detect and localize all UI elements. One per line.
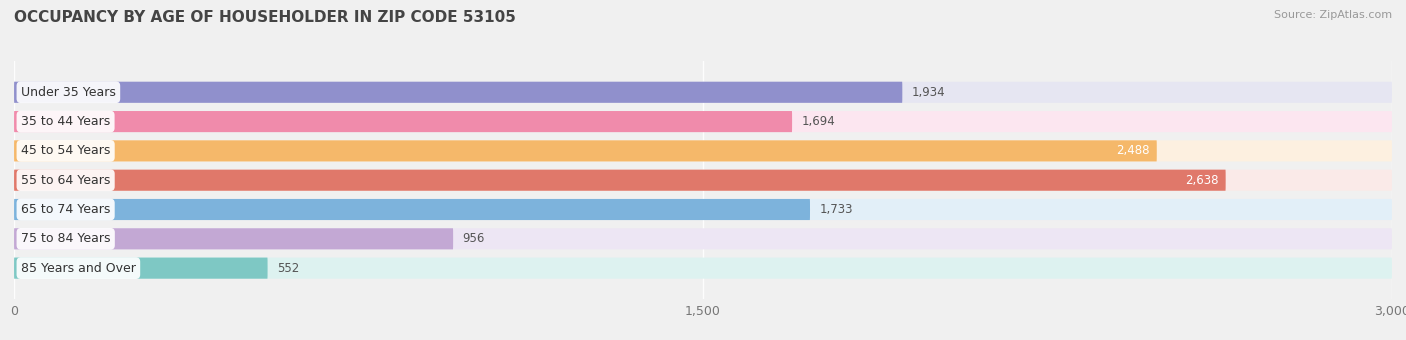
- FancyBboxPatch shape: [14, 140, 1157, 162]
- FancyBboxPatch shape: [14, 258, 1392, 279]
- FancyBboxPatch shape: [14, 111, 1392, 132]
- FancyBboxPatch shape: [14, 228, 1392, 249]
- Text: 55 to 64 Years: 55 to 64 Years: [21, 174, 110, 187]
- Text: 1,694: 1,694: [801, 115, 835, 128]
- FancyBboxPatch shape: [14, 199, 810, 220]
- FancyBboxPatch shape: [14, 82, 903, 103]
- Text: OCCUPANCY BY AGE OF HOUSEHOLDER IN ZIP CODE 53105: OCCUPANCY BY AGE OF HOUSEHOLDER IN ZIP C…: [14, 10, 516, 25]
- Text: 75 to 84 Years: 75 to 84 Years: [21, 232, 111, 245]
- Text: Under 35 Years: Under 35 Years: [21, 86, 115, 99]
- FancyBboxPatch shape: [14, 111, 792, 132]
- Text: 956: 956: [463, 232, 485, 245]
- Text: 1,934: 1,934: [911, 86, 945, 99]
- Text: 45 to 54 Years: 45 to 54 Years: [21, 144, 110, 157]
- FancyBboxPatch shape: [14, 258, 267, 279]
- Text: 2,488: 2,488: [1116, 144, 1150, 157]
- Text: Source: ZipAtlas.com: Source: ZipAtlas.com: [1274, 10, 1392, 20]
- Text: 35 to 44 Years: 35 to 44 Years: [21, 115, 110, 128]
- FancyBboxPatch shape: [14, 199, 1392, 220]
- FancyBboxPatch shape: [14, 228, 453, 249]
- Text: 552: 552: [277, 262, 299, 275]
- Text: 65 to 74 Years: 65 to 74 Years: [21, 203, 110, 216]
- Text: 1,733: 1,733: [820, 203, 852, 216]
- FancyBboxPatch shape: [14, 170, 1226, 191]
- FancyBboxPatch shape: [14, 82, 1392, 103]
- FancyBboxPatch shape: [14, 140, 1392, 162]
- FancyBboxPatch shape: [14, 170, 1392, 191]
- Text: 2,638: 2,638: [1185, 174, 1219, 187]
- Text: 85 Years and Over: 85 Years and Over: [21, 262, 136, 275]
